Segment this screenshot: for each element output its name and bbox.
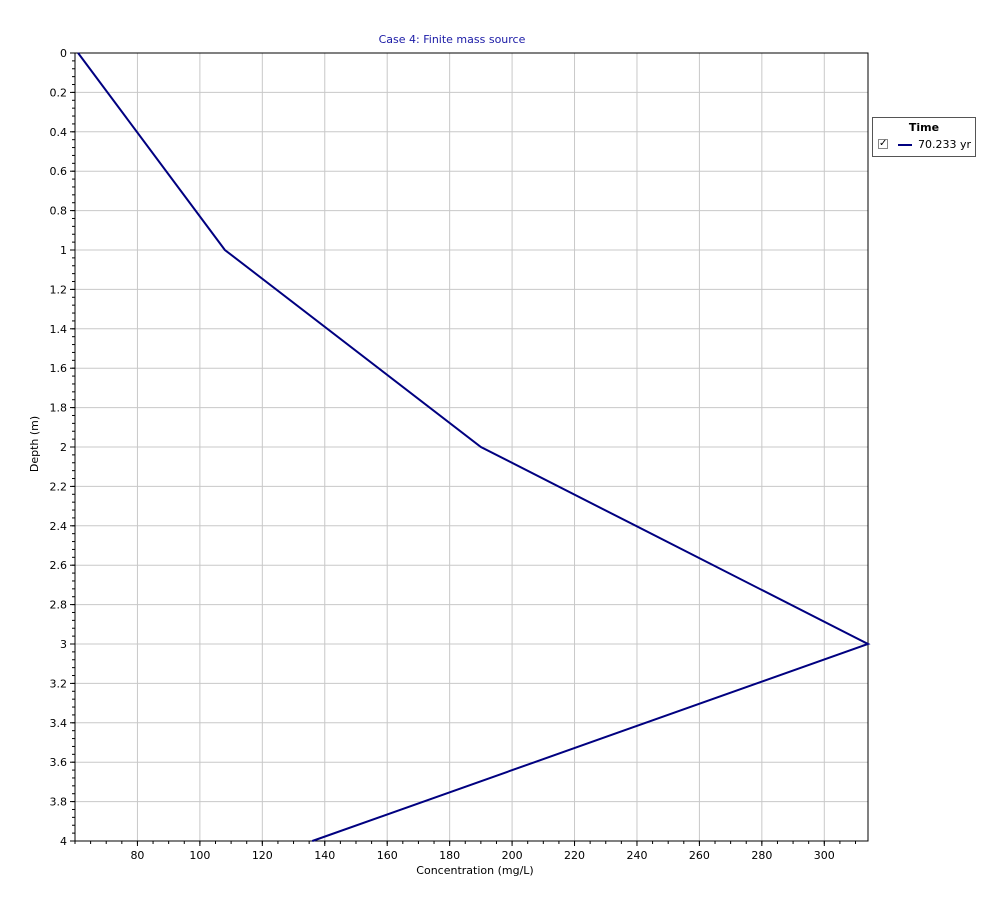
y-tick-label: 2.4	[50, 520, 68, 533]
y-tick-label: 3.4	[50, 717, 68, 730]
y-tick-label: 1	[60, 244, 67, 257]
data-point	[224, 249, 226, 251]
x-tick-label: 200	[502, 849, 523, 862]
x-tick-label: 300	[814, 849, 835, 862]
y-tick-label: 4	[60, 835, 67, 848]
x-axis-label: Concentration (mg/L)	[416, 864, 533, 877]
y-tick-label: 0.8	[50, 205, 68, 218]
data-point	[311, 840, 313, 842]
data-point	[480, 446, 482, 448]
x-tick-label: 120	[252, 849, 273, 862]
x-tick-label: 80	[130, 849, 144, 862]
x-tick-labels: 80 100 120 140 160 180 200 220 240 260 280 300	[130, 849, 834, 862]
y-tick-label: 3	[60, 638, 67, 651]
y-tick-label: 1.4	[50, 323, 68, 336]
y-tick-label: 2.8	[50, 599, 68, 612]
data-point	[867, 643, 869, 645]
x-tick-label: 220	[564, 849, 585, 862]
legend-title: Time	[908, 121, 940, 134]
chart-title: Case 4: Finite mass source	[379, 33, 526, 46]
x-tick-label: 260	[689, 849, 710, 862]
y-tick-label: 1.8	[50, 402, 68, 415]
y-tick-label: 3.2	[50, 677, 68, 690]
legend: Time ✓ 70.233 yr	[872, 117, 976, 157]
y-tick-label: 2.6	[50, 559, 68, 572]
axis-ticks	[70, 52, 857, 846]
y-tick-label: 0.6	[50, 165, 68, 178]
legend-checkbox[interactable]: ✓	[878, 138, 888, 149]
y-tick-label: 3.6	[50, 756, 68, 769]
x-tick-label: 180	[439, 849, 460, 862]
y-tick-labels: 0 0.2 0.4 0.6 0.8 1 1.2 1.4 1.6 1.8 2 2.2 2.4 2.6 2.8 3…	[50, 47, 68, 848]
x-tick-label: 100	[189, 849, 210, 862]
y-tick-label: 1.2	[50, 283, 68, 296]
y-tick-label: 2.2	[50, 480, 68, 493]
y-tick-label: 0.4	[50, 126, 68, 139]
series-layer	[77, 52, 871, 842]
x-tick-label: 140	[314, 849, 335, 862]
y-tick-label: 0	[60, 47, 67, 60]
legend-swatch	[898, 144, 912, 146]
y-tick-label: 0.2	[50, 86, 68, 99]
y-tick-label: 1.6	[50, 362, 68, 375]
x-tick-label: 280	[751, 849, 772, 862]
data-point	[77, 52, 79, 54]
y-axis-label: Depth (m)	[28, 416, 41, 472]
x-tick-label: 240	[626, 849, 647, 862]
x-tick-label: 160	[377, 849, 398, 862]
grid	[75, 52, 868, 842]
legend-item[interactable]: ✓ 70.233 yr	[878, 138, 974, 152]
y-tick-label: 2	[60, 441, 67, 454]
y-tick-label: 3.8	[50, 796, 68, 809]
legend-label: 70.233 yr	[918, 138, 972, 151]
